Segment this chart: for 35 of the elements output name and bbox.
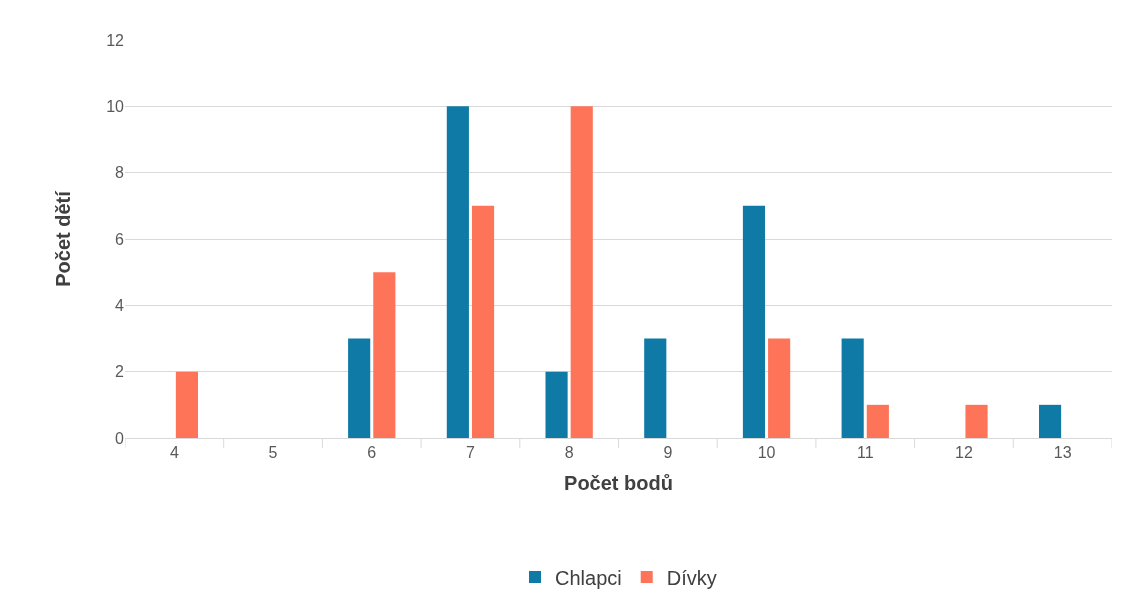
x-tick-label: 8 <box>564 444 574 462</box>
x-tick-label: 5 <box>268 444 278 462</box>
x-tick-label: 12 <box>955 444 973 462</box>
bar <box>175 371 199 438</box>
y-tick-label: 0 <box>115 429 125 447</box>
y-tick-label: 2 <box>115 363 125 381</box>
bar <box>446 106 469 438</box>
bar <box>866 404 889 438</box>
bar <box>841 338 864 438</box>
bar <box>768 338 791 438</box>
x-tick-label: 4 <box>169 444 179 462</box>
bar <box>644 338 667 438</box>
bar <box>1038 404 1062 438</box>
bar <box>373 272 396 438</box>
bar <box>742 205 766 438</box>
x-tick-label: 9 <box>663 444 673 462</box>
bar <box>545 371 568 438</box>
y-tick-label: 6 <box>115 230 125 248</box>
x-axis-title: Počet bodů <box>564 471 673 494</box>
y-tick-label: 4 <box>115 296 125 314</box>
legend-label: Dívky <box>666 566 717 589</box>
bar <box>965 404 988 438</box>
x-tick-label: 11 <box>856 444 874 462</box>
x-tick-label: 13 <box>1053 444 1072 462</box>
y-tick-label: 8 <box>115 164 125 182</box>
x-tick-label: 7 <box>466 444 475 462</box>
x-tick-label: 10 <box>757 444 776 462</box>
y-tick-label: 12 <box>106 31 125 49</box>
x-tick-label: 6 <box>367 444 377 462</box>
bar <box>471 205 495 438</box>
bar <box>570 106 593 438</box>
y-axis-title: Počet dětí <box>51 189 74 287</box>
y-tick-label: 10 <box>106 97 125 115</box>
bar <box>348 338 371 438</box>
legend-label: Chlapci <box>555 566 622 589</box>
